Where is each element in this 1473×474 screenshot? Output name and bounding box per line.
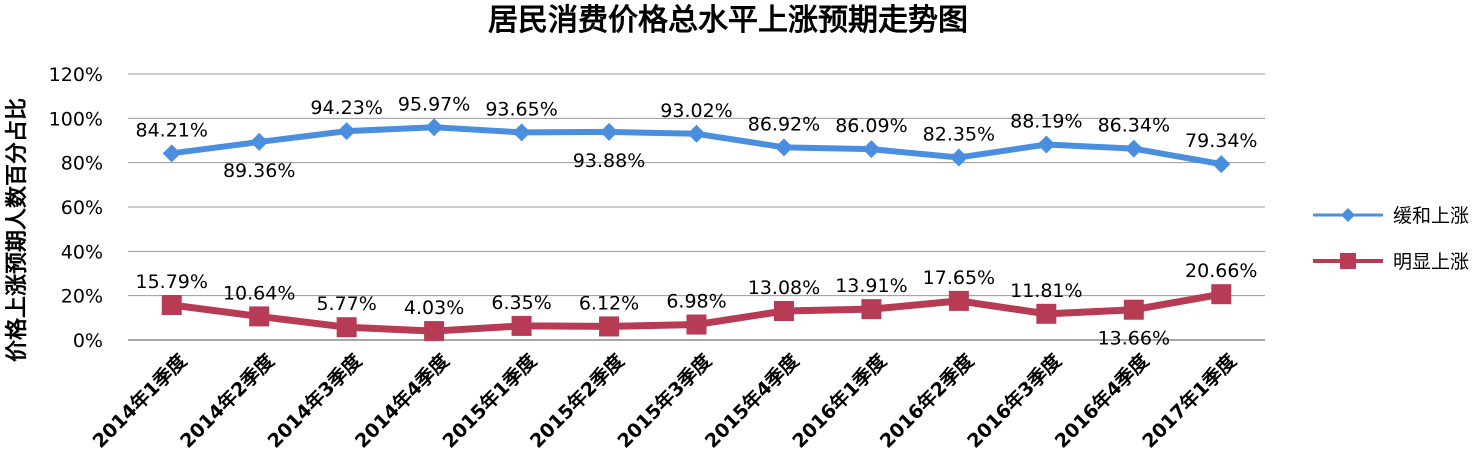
data-point: [425, 118, 444, 137]
data-label: 5.77%: [316, 293, 376, 315]
x-tick-label: 2017年1季度: [1137, 349, 1241, 453]
data-label: 10.64%: [223, 282, 295, 304]
data-point: [862, 140, 881, 159]
data-point: [337, 122, 356, 141]
series-0: 84.21% 89.36% 94.23% 95.97% 93.65% 93.88% 93.0…: [136, 93, 1258, 182]
data-point: [687, 124, 706, 143]
data-label: 84.21%: [136, 119, 208, 141]
data-label: 94.23%: [310, 97, 382, 119]
data-label: 13.08%: [748, 277, 820, 299]
data-label: 82.35%: [923, 123, 995, 145]
data-point: [948, 290, 969, 311]
data-label: 86.92%: [748, 113, 820, 135]
data-point: [249, 306, 270, 327]
data-point: [250, 132, 269, 151]
y-axis-ticks: 0% 20% 40% 60% 80% 100% 120%: [49, 64, 103, 352]
data-point: [1212, 155, 1231, 174]
data-point: [1037, 135, 1056, 154]
y-tick-label: 60%: [61, 197, 103, 219]
legend-marker: [1341, 208, 1355, 222]
y-tick-label: 100%: [49, 108, 103, 130]
data-label: 93.65%: [485, 98, 557, 120]
y-tick-label: 80%: [61, 153, 103, 175]
chart-title: 居民消费价格总水平上涨预期走势图: [488, 3, 968, 38]
data-point: [773, 301, 794, 322]
data-label: 93.88%: [573, 150, 645, 172]
y-axis-label: 价格上涨预期人数百分占比: [4, 98, 30, 362]
data-label: 11.81%: [1010, 280, 1082, 302]
y-tick-label: 0%: [73, 330, 103, 352]
data-label: 86.09%: [835, 115, 907, 137]
x-axis-ticks: 2014年1季度2014年2季度2014年3季度2014年4季度2015年1季度…: [88, 349, 1242, 453]
data-label: 17.65%: [923, 267, 995, 289]
data-point: [600, 122, 619, 141]
data-label: 86.34%: [1098, 115, 1170, 137]
data-point: [162, 144, 181, 163]
data-label: 4.03%: [404, 297, 464, 319]
data-label: 6.12%: [579, 292, 639, 314]
data-point: [686, 314, 707, 335]
data-label: 79.34%: [1185, 130, 1257, 152]
data-point: [512, 123, 531, 142]
data-point: [161, 294, 182, 315]
data-label: 88.19%: [1010, 111, 1082, 133]
series-group: 84.21% 89.36% 94.23% 95.97% 93.65% 93.88% 93.0…: [136, 93, 1258, 349]
series-1: 15.79% 10.64% 5.77% 4.03% 6.35% 6.12% 6.98% 13.…: [136, 260, 1258, 350]
data-point: [1123, 299, 1144, 320]
data-label: 20.66%: [1185, 260, 1257, 282]
data-label: 6.98%: [666, 291, 726, 313]
data-point: [511, 315, 532, 336]
y-tick-label: 40%: [61, 241, 103, 263]
legend-item-1: 明显上涨: [1313, 251, 1469, 273]
data-label: 13.91%: [835, 275, 907, 297]
data-point: [774, 138, 793, 157]
y-tick-label: 20%: [61, 286, 103, 308]
data-point: [949, 148, 968, 167]
gridlines: [128, 73, 1265, 341]
legend-label: 明显上涨: [1393, 251, 1469, 273]
data-point: [1124, 139, 1143, 158]
data-point: [1036, 303, 1057, 324]
data-point: [861, 299, 882, 320]
legend-marker: [1340, 253, 1356, 269]
data-label: 93.02%: [660, 100, 732, 122]
y-tick-label: 120%: [49, 64, 103, 86]
data-point: [1211, 284, 1232, 305]
data-label: 89.36%: [223, 160, 295, 182]
data-label: 13.66%: [1098, 328, 1170, 350]
data-label: 6.35%: [491, 292, 551, 314]
legend-label: 缓和上涨: [1393, 205, 1469, 227]
data-label: 15.79%: [136, 271, 208, 293]
data-point: [424, 321, 445, 342]
data-point: [336, 317, 357, 338]
data-label: 95.97%: [398, 93, 470, 115]
data-point: [599, 316, 620, 337]
legend-item-0: 缓和上涨: [1313, 205, 1469, 227]
